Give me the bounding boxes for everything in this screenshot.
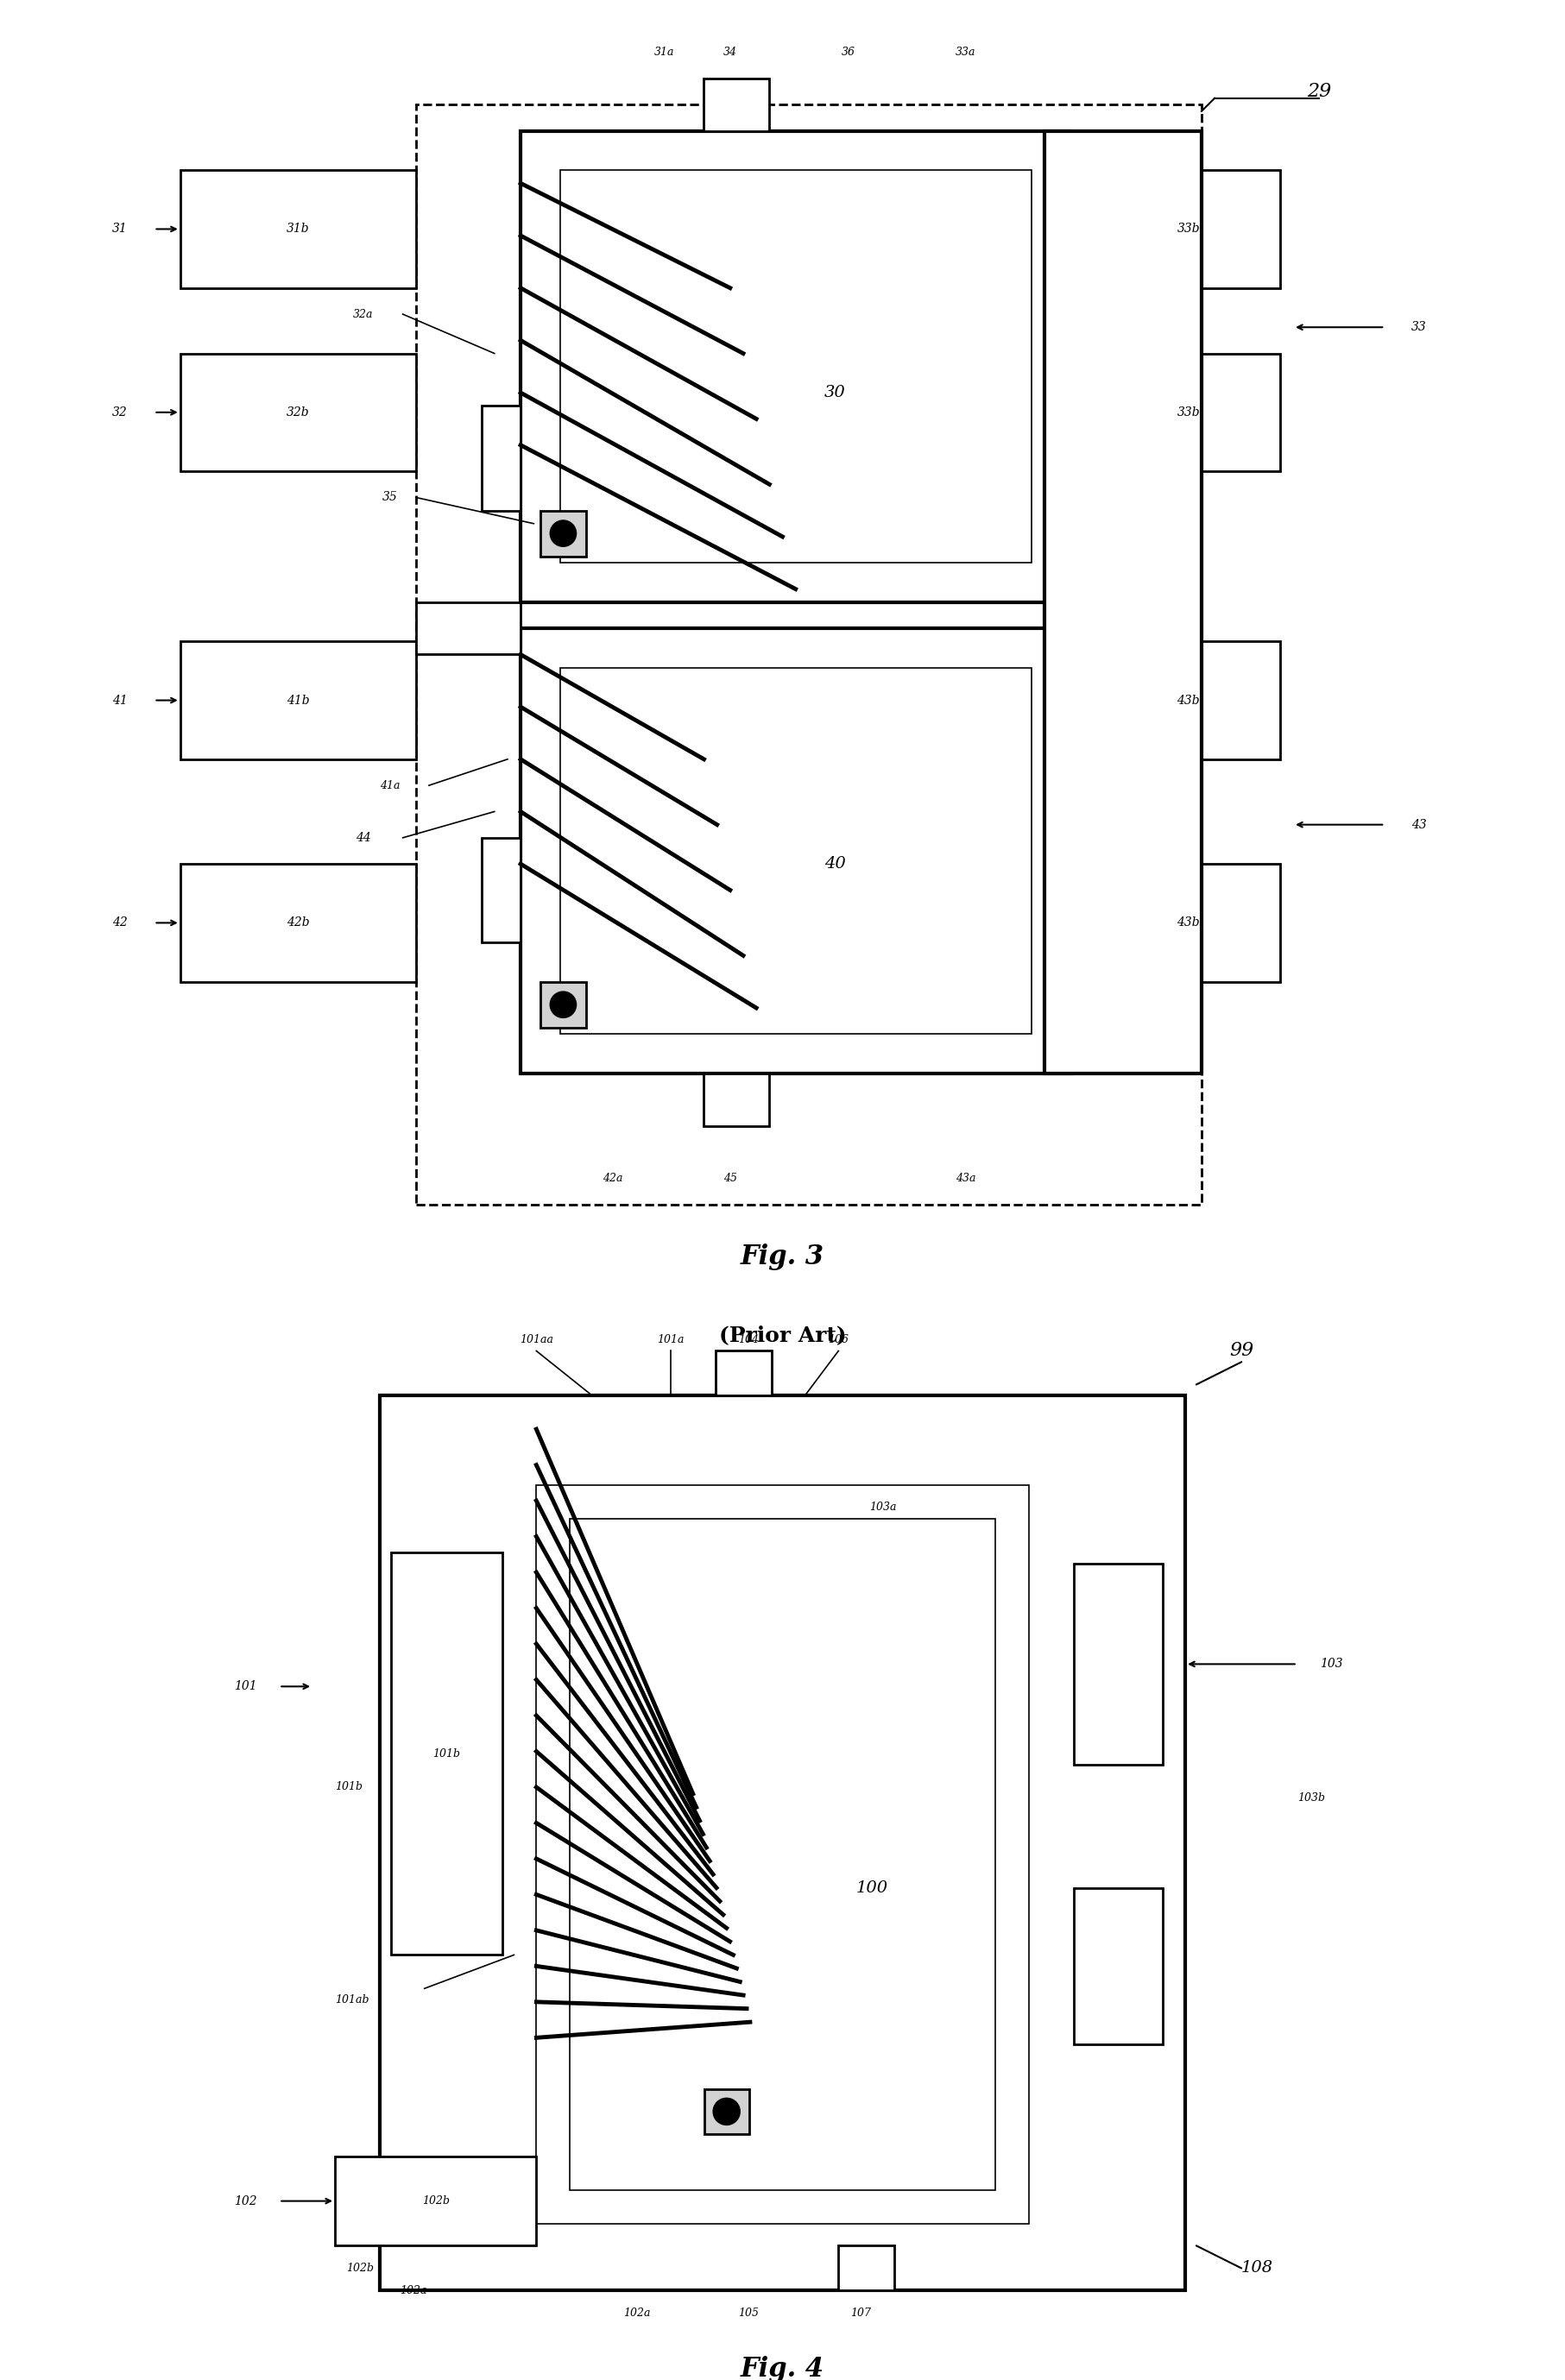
Bar [540,981,585,1028]
Bar [704,79,770,131]
Text: 101: 101 [233,1680,257,1692]
Text: 102b: 102b [346,2263,374,2273]
Text: 102: 102 [233,2194,257,2206]
Text: 29: 29 [1307,83,1332,100]
Text: 103a: 103a [870,1502,897,1514]
Bar [1097,640,1280,759]
Bar [1044,131,1202,1073]
Bar [521,628,1070,1073]
Bar [570,1518,995,2190]
Text: 43b: 43b [1177,695,1200,707]
Text: 43b: 43b [1177,916,1200,928]
Text: 105: 105 [739,2306,759,2318]
Text: 31a: 31a [654,48,675,57]
Text: 108: 108 [1241,2261,1274,2275]
Circle shape [714,2099,740,2125]
Bar [380,1395,1185,2290]
Text: 101b: 101b [434,1747,460,1759]
Text: 30: 30 [825,386,845,400]
Bar [1097,169,1280,288]
Text: 43: 43 [1412,819,1426,831]
Text: Fig. 3: Fig. 3 [740,1242,825,1271]
Text: 103: 103 [1319,1659,1343,1671]
Text: 36: 36 [840,48,854,57]
Bar [180,352,416,471]
Bar [537,1485,1028,2223]
Bar [180,864,416,981]
Text: Fig. 4: Fig. 4 [740,2356,825,2380]
Bar [1044,602,1202,655]
Text: 99: 99 [1229,1342,1254,1361]
Bar [1074,1887,1163,2044]
Circle shape [549,521,576,547]
Bar [704,2090,750,2135]
Bar [335,2156,537,2247]
Text: 103b: 103b [1297,1792,1326,1804]
Text: 43a: 43a [956,1173,977,1183]
Text: 44: 44 [355,831,371,845]
Text: 106: 106 [828,1335,848,1345]
Text: 41a: 41a [380,781,399,790]
Bar [180,169,416,288]
Text: 104: 104 [739,1335,759,1345]
Bar [1074,1564,1163,1766]
Text: 101a: 101a [657,1335,684,1345]
Bar [704,1073,770,1126]
Text: 102a: 102a [623,2306,651,2318]
Text: 42: 42 [113,916,128,928]
Text: 45: 45 [723,1173,737,1183]
Text: 33b: 33b [1177,224,1200,236]
Text: 33a: 33a [956,48,977,57]
Text: 32a: 32a [354,309,374,319]
Bar [180,640,416,759]
Text: 35: 35 [382,490,398,505]
Text: 42a: 42a [603,1173,623,1183]
Circle shape [549,992,576,1019]
Text: (Prior Art): (Prior Art) [718,1326,847,1345]
Text: 34: 34 [723,48,737,57]
Bar [416,105,1202,1204]
Text: 107: 107 [850,2306,872,2318]
Text: 101b: 101b [335,1783,363,1792]
Text: 101ab: 101ab [335,1994,369,2006]
Text: 41: 41 [113,695,128,707]
Bar [380,1395,1185,2290]
Bar [391,1552,502,1954]
Bar [1097,352,1280,471]
Text: 32b: 32b [286,407,310,419]
Text: 40: 40 [825,857,845,871]
Text: 31: 31 [113,224,128,236]
Text: 33: 33 [1412,321,1426,333]
Text: 100: 100 [856,1880,887,1894]
Bar [416,602,521,655]
Text: 32: 32 [113,407,128,419]
Bar [715,1352,772,1395]
Text: 102a: 102a [399,2285,427,2297]
Bar [540,509,585,557]
Text: 31b: 31b [286,224,310,236]
Bar [839,2247,894,2290]
Text: 42b: 42b [286,916,310,928]
Bar [521,131,1070,602]
Bar [482,838,521,942]
Text: 101aa: 101aa [520,1335,552,1345]
Bar [560,171,1031,562]
Bar [1097,864,1280,981]
Bar [482,405,521,509]
Text: 41b: 41b [286,695,310,707]
Text: 102b: 102b [423,2194,449,2206]
Text: 33b: 33b [1177,407,1200,419]
Bar [560,666,1031,1033]
